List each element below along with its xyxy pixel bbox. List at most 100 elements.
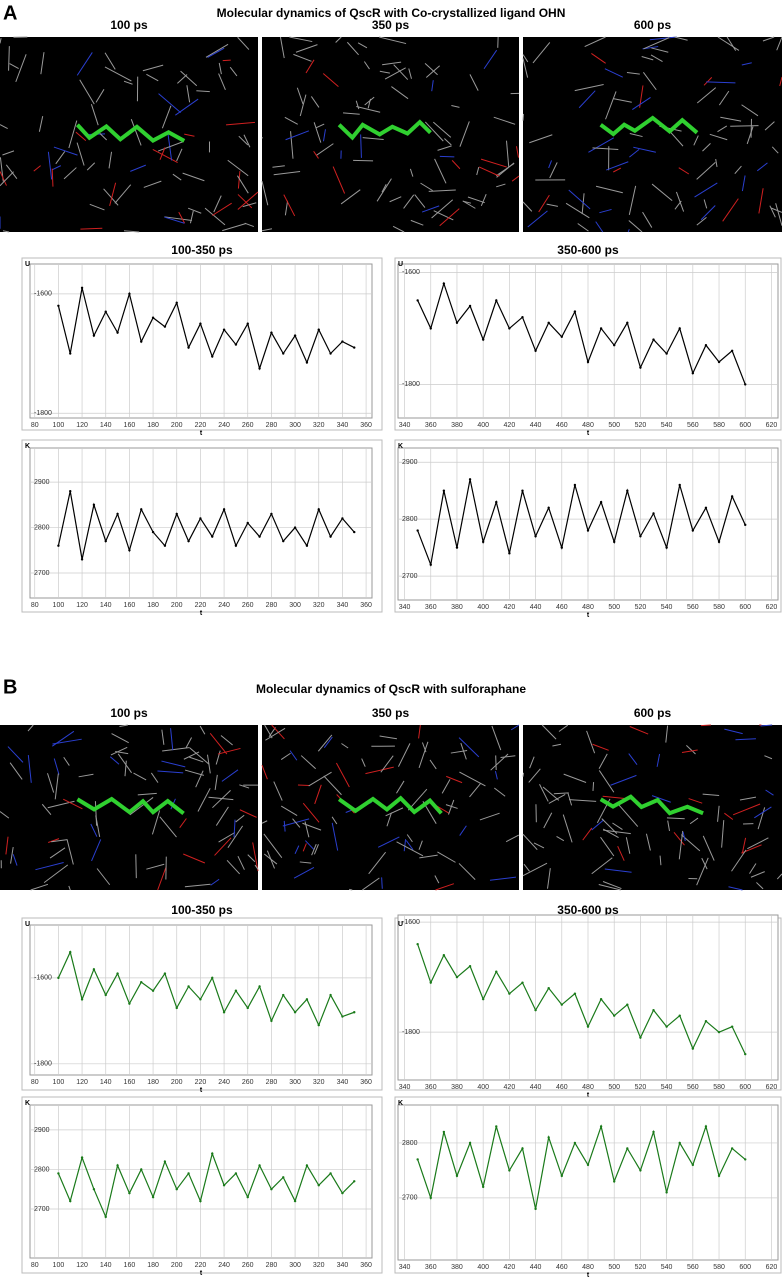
point	[560, 1003, 563, 1006]
point	[282, 352, 285, 355]
point	[353, 1011, 356, 1014]
bond	[688, 798, 703, 804]
x-tick-label: 200	[171, 602, 183, 609]
point	[246, 1195, 249, 1199]
y-tick-label: 2900	[402, 459, 418, 466]
x-tick-label: 600	[739, 1264, 751, 1271]
point	[128, 292, 131, 296]
bond	[161, 729, 165, 745]
bond	[117, 753, 132, 774]
ligand	[599, 794, 704, 816]
bond	[263, 853, 278, 865]
point	[717, 1030, 721, 1034]
bond	[229, 66, 238, 77]
bond	[437, 145, 452, 151]
bond	[506, 140, 510, 167]
x-tick-label: 360	[360, 1262, 372, 1269]
point	[704, 1019, 708, 1023]
bond	[431, 199, 454, 219]
x-tick-label: 140	[100, 422, 112, 429]
bond	[49, 847, 66, 859]
x-tick-label: 360	[425, 1084, 437, 1091]
bond	[12, 854, 18, 866]
bond	[741, 104, 759, 117]
x-tick-label: 560	[687, 604, 699, 611]
point	[717, 1174, 721, 1178]
bond	[541, 724, 557, 740]
bond	[439, 208, 460, 227]
x-tick-label: 400	[477, 1264, 489, 1271]
bond	[95, 89, 105, 103]
point	[508, 327, 511, 330]
bond	[720, 116, 742, 122]
x-tick-label: 580	[713, 1084, 725, 1091]
bond	[629, 726, 649, 735]
point	[140, 1168, 143, 1171]
point	[341, 340, 344, 343]
point	[293, 1199, 297, 1203]
point	[468, 1141, 472, 1145]
bond	[293, 866, 315, 879]
x-tick-label: 180	[147, 1079, 159, 1086]
bond	[78, 773, 94, 778]
bond	[184, 883, 211, 888]
point	[468, 964, 472, 968]
point	[639, 366, 642, 369]
bond	[38, 115, 44, 132]
point	[222, 1184, 226, 1187]
x-tick-label: 240	[218, 1079, 230, 1086]
bond	[628, 753, 638, 765]
point	[704, 506, 708, 509]
bond	[592, 147, 619, 151]
point	[626, 489, 629, 492]
point	[626, 321, 629, 324]
bond	[775, 203, 782, 226]
bond	[709, 133, 728, 141]
bond	[678, 830, 684, 860]
point	[744, 1158, 747, 1161]
y-tick-label: -1800	[402, 381, 420, 388]
bond	[51, 839, 68, 843]
point	[691, 1047, 695, 1050]
bond	[439, 155, 455, 158]
bond	[749, 863, 757, 874]
bond	[189, 756, 204, 763]
bond	[237, 855, 245, 870]
point	[586, 360, 590, 364]
bond	[656, 753, 661, 767]
bond	[238, 135, 249, 146]
bond	[86, 162, 96, 171]
y-tick-label: 2700	[402, 1195, 418, 1202]
bond	[627, 228, 630, 233]
bond	[628, 220, 643, 233]
x-tick-label: 140	[100, 602, 112, 609]
bond	[522, 201, 533, 212]
bond	[612, 822, 623, 830]
bond	[641, 56, 654, 61]
point	[534, 535, 537, 538]
point	[234, 343, 238, 346]
point	[116, 1164, 119, 1167]
bond	[41, 803, 52, 816]
x-tick-label: 280	[266, 422, 278, 429]
bond	[770, 207, 782, 213]
bond	[5, 164, 18, 179]
bond	[217, 747, 241, 755]
bond	[493, 116, 516, 125]
point	[704, 1125, 708, 1128]
x-tick-label: 460	[556, 422, 568, 429]
bond	[451, 104, 460, 108]
bond	[213, 195, 222, 213]
bond	[606, 161, 629, 171]
bond	[419, 854, 438, 859]
bond	[591, 53, 606, 64]
bond	[539, 784, 549, 802]
point	[140, 340, 143, 343]
bond	[392, 225, 405, 233]
bond	[529, 134, 553, 144]
x-tick-label: 240	[218, 602, 230, 609]
bond	[702, 793, 720, 797]
bond	[600, 836, 615, 857]
point	[163, 1160, 167, 1163]
bond	[700, 724, 711, 727]
